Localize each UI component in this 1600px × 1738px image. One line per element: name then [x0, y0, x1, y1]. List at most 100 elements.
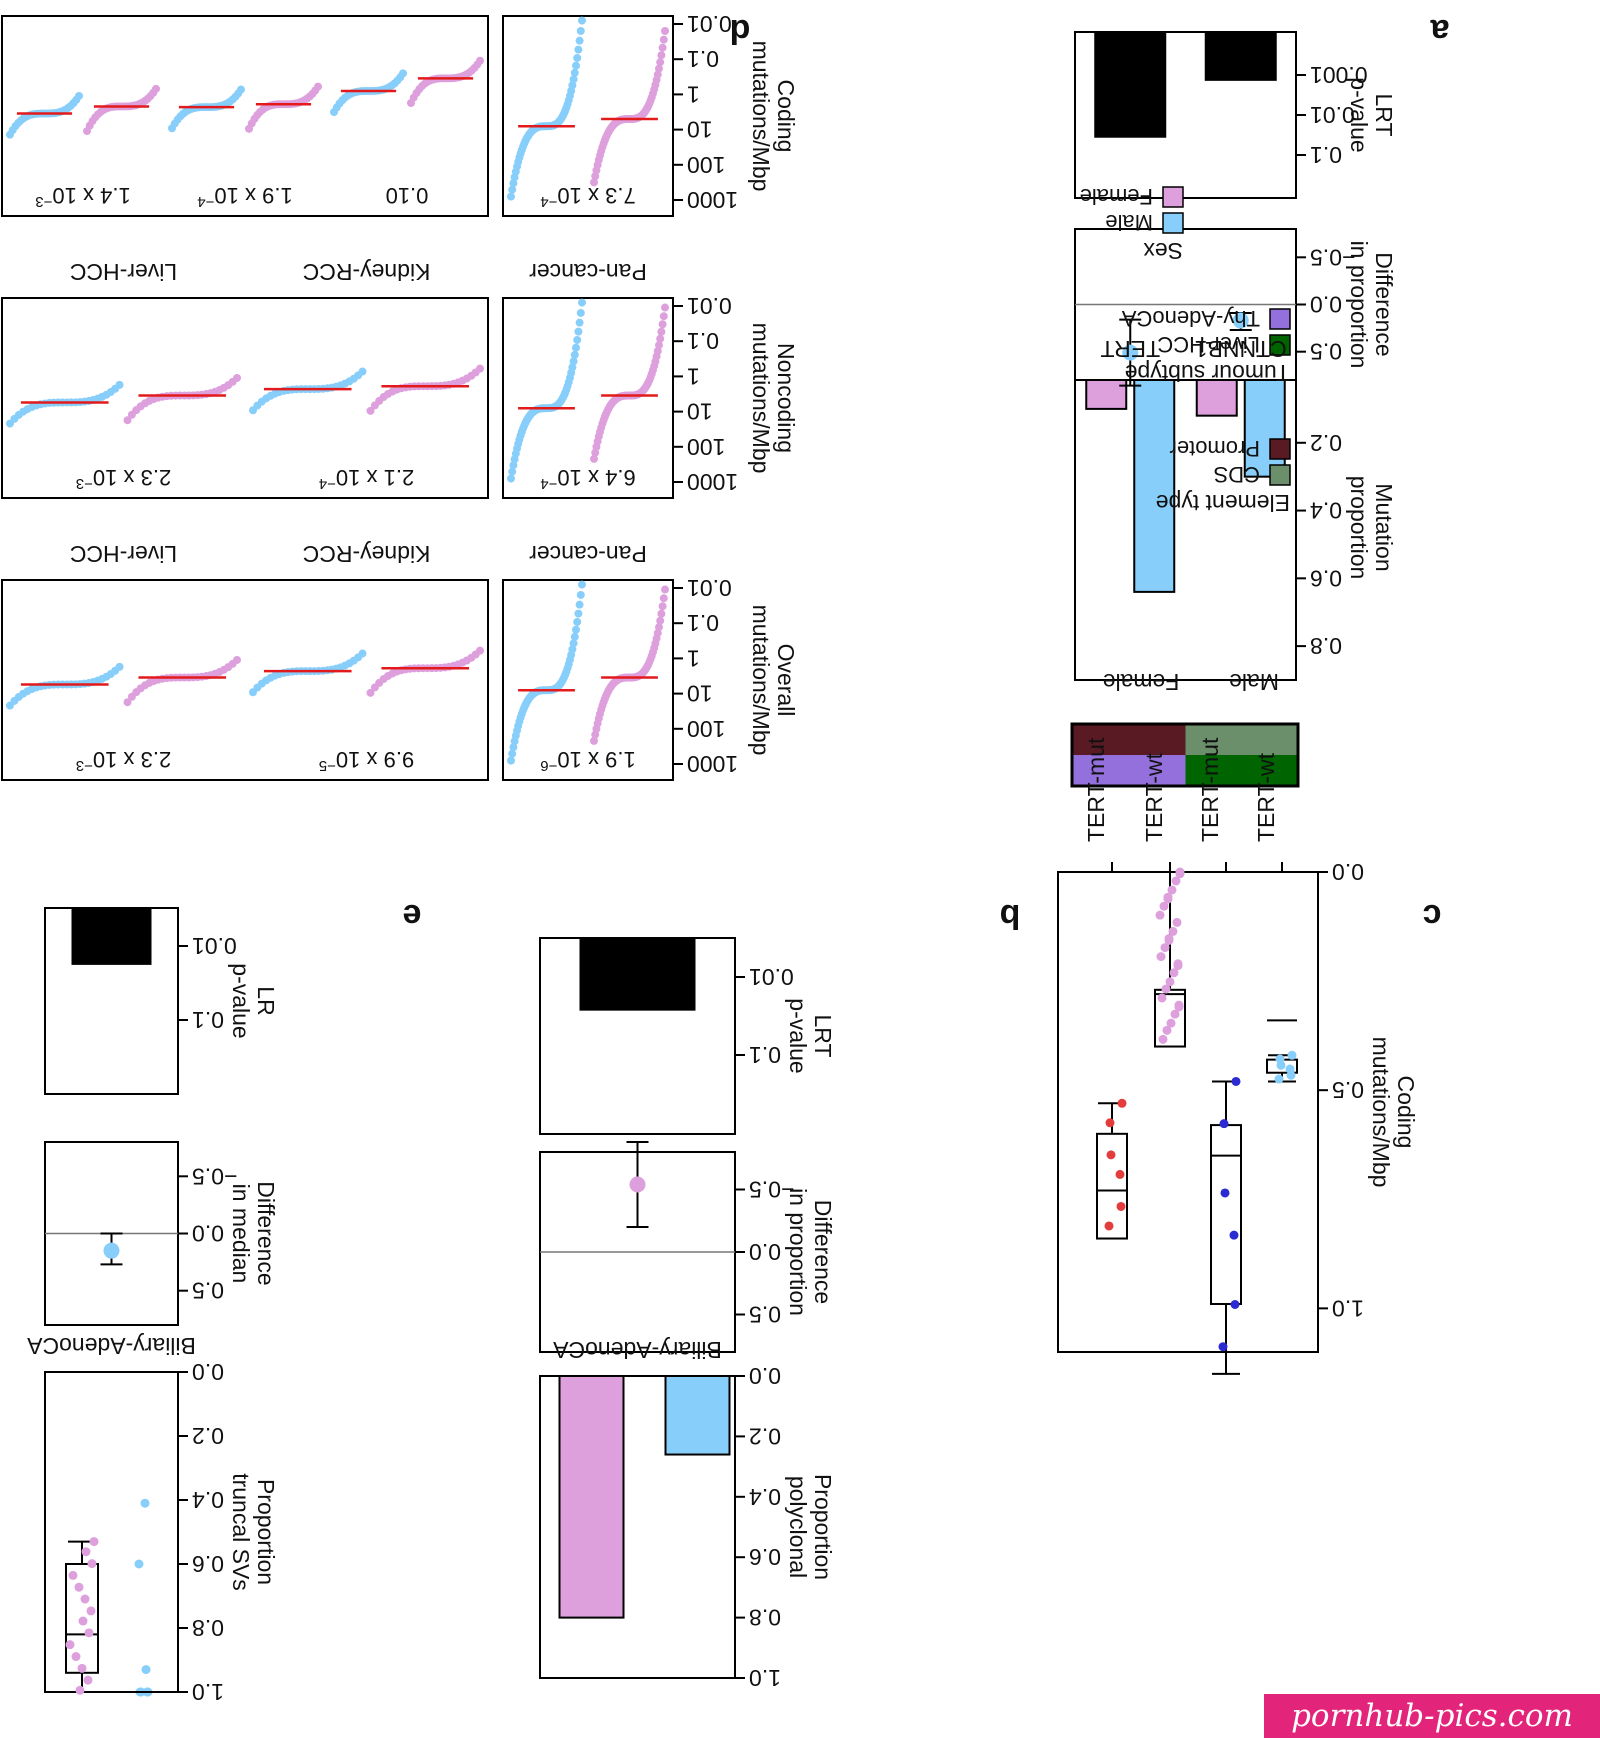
box-point [1230, 1299, 1240, 1309]
group-label: Male [1229, 669, 1279, 695]
y-axis-label: Overall [773, 644, 799, 717]
pan-male-point [569, 639, 578, 648]
y-tick-label: 1000 [687, 187, 738, 213]
y-tick-label: 10 [687, 399, 713, 425]
box-point [1171, 876, 1181, 886]
y-axis-label: truncal SVs [228, 1473, 254, 1591]
y-tick-label: 0.01 [687, 11, 732, 37]
y-tick-label: 0.8 [1310, 633, 1342, 659]
y-axis-label: Difference [1371, 252, 1397, 356]
annotation-element [1185, 724, 1298, 755]
tissue-female-point [123, 698, 132, 707]
box-point [1285, 1064, 1295, 1074]
y-tick-label: 10 [687, 681, 713, 707]
y-tick-label: 0.2 [1310, 430, 1342, 456]
p-value-exponent: −4 [197, 193, 214, 210]
group-label: Pan-cancer [529, 0, 647, 3]
y-axis-label: in median [228, 1184, 254, 1284]
rotated-figure: CTNNB1 TERT 0.2 0.4 0.6 0.8 Mutationproportion… [1, 0, 1449, 1705]
pan-female-point [654, 623, 663, 632]
y-tick-label: 0.5 [749, 1302, 781, 1328]
female-point [74, 1582, 84, 1592]
pan-male-point [571, 343, 580, 352]
legend-item-cds: CDS [1214, 462, 1260, 487]
y-tick-label: 0.0 [192, 1221, 224, 1247]
tissue-female-point [370, 401, 379, 410]
group-label: Liver-HCC [70, 541, 177, 567]
y-tick-label: 0.2 [192, 1423, 224, 1449]
pan-male-point [507, 756, 515, 765]
category-label: TERT-wt [1141, 752, 1167, 842]
y-tick-label: 1 [687, 363, 700, 389]
legend-item-male: Male [1105, 210, 1153, 235]
box-point [1159, 901, 1169, 911]
female-point [83, 1675, 93, 1685]
male-point [141, 1665, 151, 1675]
box [1096, 1132, 1128, 1240]
layer-text: CTNNB1 TERT 0.2 0.4 0.6 0.8 Mutationproportion… [26, 0, 1449, 1705]
pan-female-point [658, 43, 667, 52]
female-point [65, 1640, 75, 1650]
y-tick-label: 0.6 [1310, 565, 1342, 591]
pan-male-point [578, 298, 586, 307]
p-value-label: 2.3 x 10−3 [76, 747, 171, 774]
box-point [1175, 869, 1185, 879]
box-point [1160, 943, 1170, 953]
y-tick-label: 1 [687, 645, 700, 671]
box-point [1158, 1034, 1168, 1044]
legend-title-subtype: Tumour subtype [1125, 360, 1290, 386]
y-tick-label: 0.4 [749, 1484, 781, 1510]
legend-swatch-male [1162, 212, 1184, 234]
box-point [1287, 1050, 1297, 1060]
tissue-male-point [330, 108, 338, 117]
box-point [1169, 968, 1179, 978]
pan-female-point [657, 51, 666, 60]
box-point [1274, 1074, 1284, 1084]
pan-male-point [508, 467, 517, 476]
pan-female-point [590, 736, 598, 745]
group-label: Pan-cancer [529, 541, 647, 567]
pan-male-point [573, 617, 582, 626]
y-axis-label: proportion [1346, 476, 1372, 580]
y-axis-label: mutations/Mbp [1368, 1037, 1394, 1188]
annotation-subtype [1185, 755, 1298, 786]
p-value-exponent: −5 [319, 757, 336, 774]
y-tick-label: 0.5 [1310, 339, 1342, 365]
y-tick-label: 0.01 [687, 575, 732, 601]
panel-letter-d: d [730, 12, 751, 50]
y-axis-label: Proportion [253, 1479, 279, 1585]
tissue-female-point [127, 692, 136, 701]
y-tick-label: 0.6 [749, 1544, 781, 1570]
box-point [1166, 1018, 1176, 1028]
y-axis-label: polyclonal [785, 1476, 811, 1578]
panel-c-frame [1057, 871, 1319, 1353]
female-point [86, 1606, 96, 1616]
box-point [1229, 1230, 1239, 1240]
p-value-exponent: −4 [319, 475, 336, 492]
y-axis-label: p-value [228, 963, 254, 1038]
y-axis-label: Noncoding [773, 343, 799, 453]
male-point [140, 1498, 150, 1508]
pan-male-point [509, 461, 518, 470]
y-tick-label: 1 [687, 81, 700, 107]
pan-male-point [510, 173, 519, 182]
y-tick-label: 0.8 [749, 1605, 781, 1631]
y-tick-label: 1000 [687, 469, 738, 495]
female-point [84, 1628, 94, 1638]
tissue-female-point [366, 406, 375, 415]
legend-item-promoter: Promoter [1170, 436, 1260, 461]
pan-cancer-frame [502, 579, 674, 781]
pan-male-point [576, 26, 585, 35]
pan-male-point [578, 16, 586, 25]
estimate-point [629, 1176, 646, 1193]
pan-male-point [573, 53, 582, 62]
category-label: TERT [1100, 336, 1160, 362]
bar-female [558, 1374, 625, 1619]
pvalue-bar [1204, 32, 1277, 81]
pan-male-point [509, 743, 518, 752]
box-point [1168, 926, 1178, 936]
y-tick-label: 0.01 [749, 964, 794, 990]
pan-female-point [591, 730, 600, 739]
pan-male-point [570, 350, 579, 359]
tissue-female-point [407, 98, 415, 107]
